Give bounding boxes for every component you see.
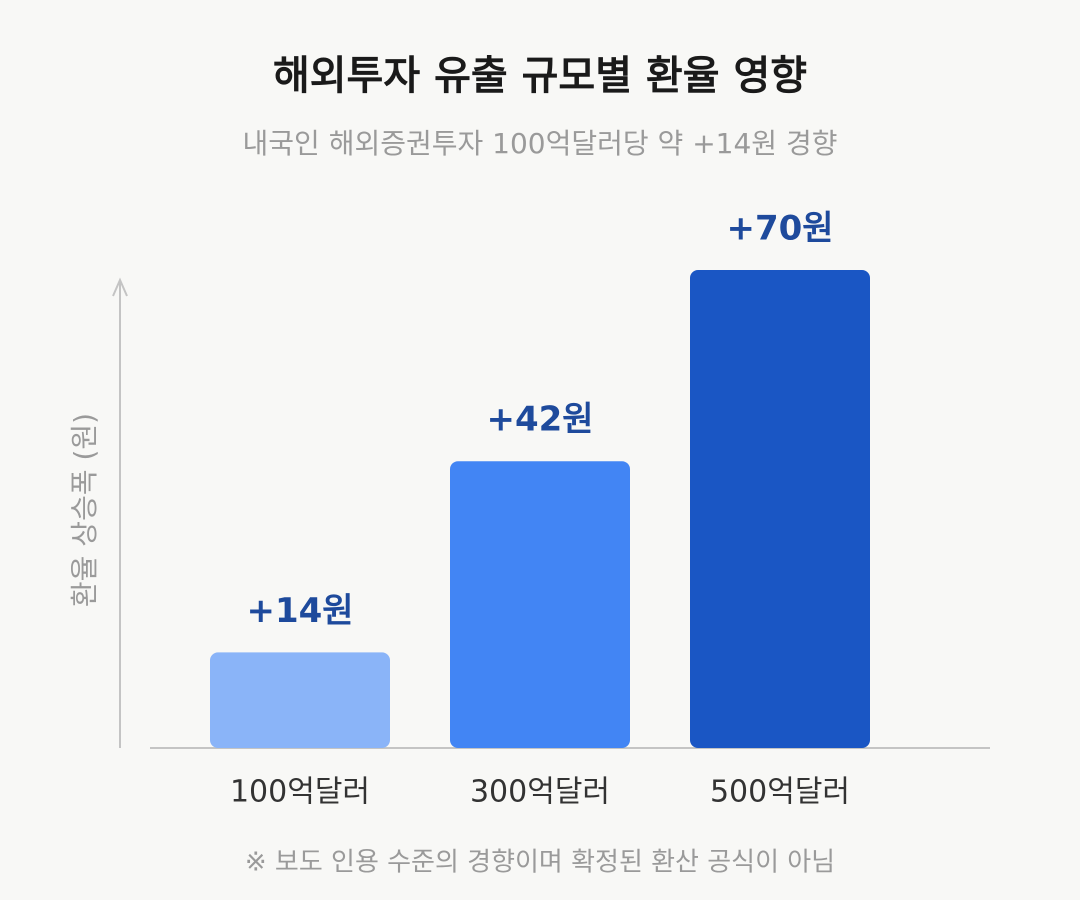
chart-title: 해외투자 유출 규모별 환율 영향 [273,53,807,99]
value-label: +70원 [726,209,833,249]
x-tick-label: 300억달러 [470,775,610,810]
bar [450,461,630,748]
x-tick-label: 100억달러 [230,775,370,810]
bar [210,652,390,748]
bar [690,270,870,748]
x-tick-label: 500억달러 [710,775,850,810]
value-label: +42원 [486,400,593,440]
y-axis-arrow [112,277,128,297]
footnote: ※ 보도 인용 수준의 경향이며 확정된 환산 공식이 아님 [245,848,835,878]
y-axis-label: 환율 상승폭 (원) [68,413,101,607]
chart-subtitle: 내국인 해외증권투자 100억달러당 약 +14원 경향 [243,127,838,160]
value-label: +14원 [246,591,353,631]
